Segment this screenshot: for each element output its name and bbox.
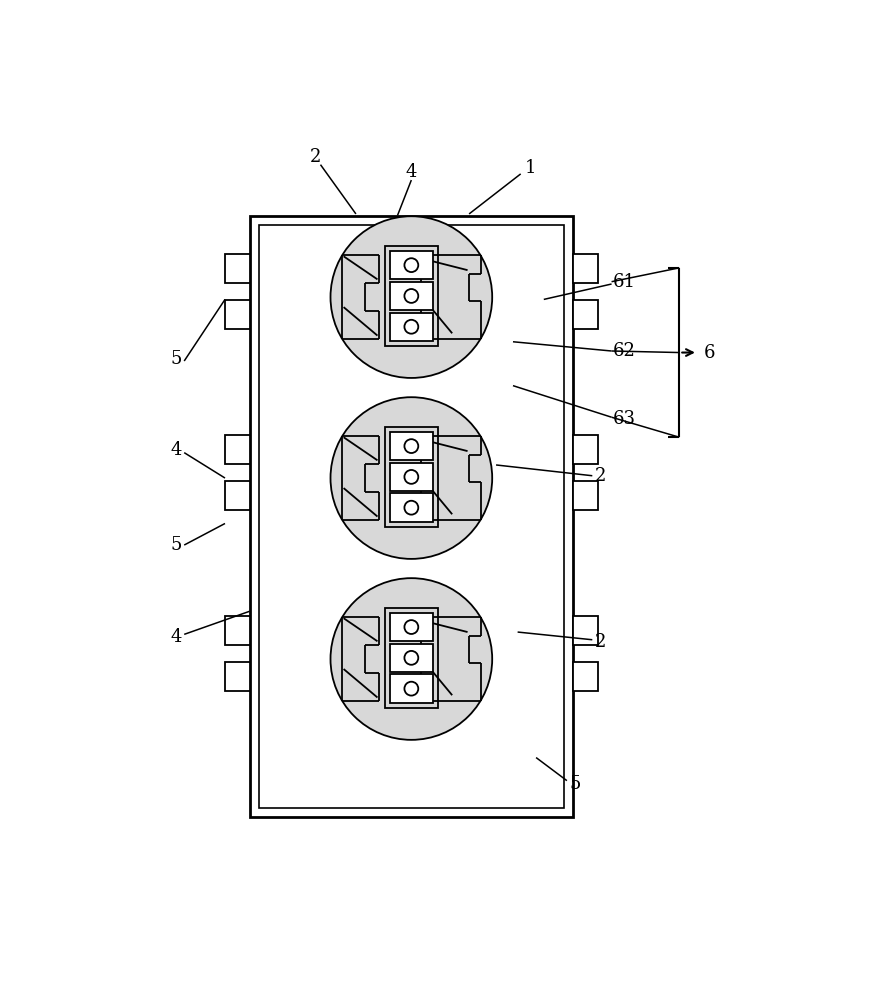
Circle shape <box>330 578 492 740</box>
Circle shape <box>404 620 418 634</box>
Bar <box>385 608 437 708</box>
Circle shape <box>404 258 418 272</box>
Circle shape <box>404 439 418 453</box>
Text: 5: 5 <box>171 350 182 368</box>
Text: 6: 6 <box>704 344 715 362</box>
Bar <box>385 246 437 346</box>
Bar <box>225 616 250 645</box>
Bar <box>390 251 433 279</box>
Circle shape <box>404 470 418 484</box>
Circle shape <box>404 501 418 515</box>
Bar <box>385 427 437 527</box>
Text: 4: 4 <box>406 163 417 181</box>
Bar <box>390 674 433 703</box>
Bar <box>573 254 598 283</box>
Bar <box>390 493 433 522</box>
Bar <box>259 225 564 808</box>
Circle shape <box>404 320 418 334</box>
Text: 63: 63 <box>613 410 636 428</box>
Bar <box>225 435 250 464</box>
Bar <box>573 435 598 464</box>
Bar <box>250 216 573 817</box>
Text: 62: 62 <box>613 342 636 360</box>
Circle shape <box>404 651 418 665</box>
Bar <box>573 481 598 510</box>
Bar <box>573 300 598 329</box>
Bar <box>390 613 433 641</box>
Bar <box>225 662 250 691</box>
Bar <box>573 616 598 645</box>
Text: 4: 4 <box>171 441 182 459</box>
Text: 2: 2 <box>595 467 606 485</box>
Bar <box>390 432 433 460</box>
Text: 1: 1 <box>525 159 537 177</box>
Text: 2: 2 <box>595 633 606 651</box>
Bar <box>573 662 598 691</box>
Circle shape <box>330 397 492 559</box>
Text: 5: 5 <box>570 775 581 793</box>
Bar <box>225 254 250 283</box>
Circle shape <box>404 289 418 303</box>
Bar <box>225 481 250 510</box>
Bar <box>390 644 433 672</box>
Text: 61: 61 <box>613 273 636 291</box>
Circle shape <box>330 216 492 378</box>
Bar <box>225 300 250 329</box>
Text: 4: 4 <box>171 628 182 646</box>
Bar <box>390 282 433 310</box>
Text: 5: 5 <box>171 536 182 554</box>
Bar <box>390 463 433 491</box>
Circle shape <box>404 682 418 696</box>
Text: 2: 2 <box>309 148 321 166</box>
Bar <box>390 312 433 341</box>
